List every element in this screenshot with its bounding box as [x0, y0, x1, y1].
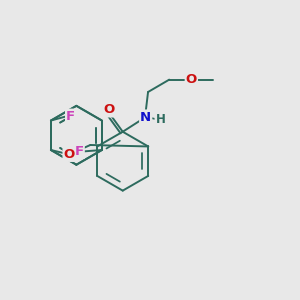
Text: F: F — [66, 110, 75, 123]
Text: O: O — [64, 148, 75, 161]
Text: O: O — [186, 73, 197, 86]
Text: F: F — [75, 145, 84, 158]
Text: O: O — [104, 103, 115, 116]
Text: N: N — [140, 110, 151, 124]
Text: H: H — [155, 113, 165, 126]
